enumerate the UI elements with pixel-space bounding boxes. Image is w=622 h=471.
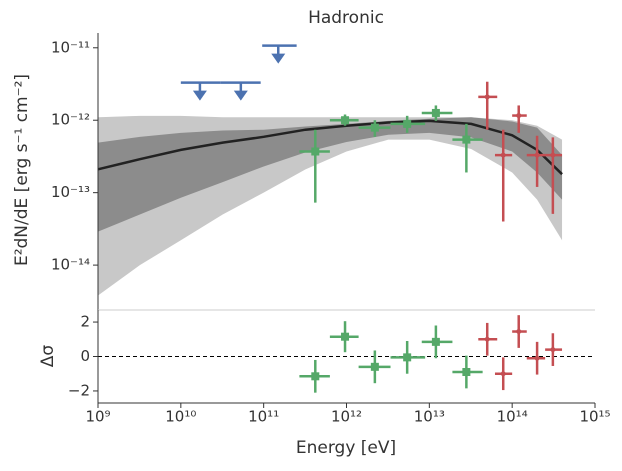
marker: [534, 355, 540, 361]
x-tick-label: 10⁹: [85, 408, 110, 426]
y-axis-label: Δσ: [38, 345, 58, 368]
marker: [431, 108, 440, 117]
marker: [550, 152, 556, 158]
y-tick-label: 10⁻¹¹: [51, 38, 90, 56]
x-tick-label: 10¹⁴: [497, 408, 528, 426]
marker: [341, 332, 350, 341]
y-tick-label: 0: [80, 347, 90, 365]
marker: [403, 119, 412, 128]
marker: [403, 353, 412, 362]
marker: [484, 336, 490, 342]
upper-limit-arrowhead: [192, 90, 207, 101]
x-tick-label: 10¹⁰: [165, 408, 196, 426]
marker: [311, 147, 320, 156]
marker: [500, 371, 506, 377]
marker: [534, 152, 540, 158]
marker: [484, 94, 490, 100]
y-axis-label: E²dN/dE [erg s⁻¹ cm⁻²]: [12, 74, 32, 266]
y-tick-label: 2: [80, 313, 90, 331]
marker: [462, 368, 471, 376]
marker: [311, 372, 320, 381]
x-tick-label: 10¹³: [414, 408, 445, 426]
marker: [431, 337, 440, 346]
x-tick-label: 10¹²: [331, 408, 362, 426]
x-tick-label: 10¹¹: [248, 408, 279, 426]
upper-limit-arrowhead: [233, 90, 248, 101]
marker: [462, 135, 471, 144]
y-tick-label: 10⁻¹³: [51, 183, 90, 201]
chart-title: Hadronic: [308, 8, 384, 28]
marker: [341, 116, 350, 125]
y-tick-label: 10⁻¹²: [51, 111, 90, 129]
marker: [516, 329, 522, 335]
marker: [500, 152, 506, 158]
marker: [550, 347, 556, 353]
upper-limit-arrowhead: [271, 53, 286, 64]
x-tick-label: 10¹⁵: [579, 408, 610, 426]
band: [98, 117, 563, 232]
x-axis-label: Energy [eV]: [296, 438, 396, 458]
marker: [370, 362, 379, 371]
marker: [370, 123, 379, 132]
y-tick-label: 10⁻¹⁴: [51, 256, 90, 274]
marker: [516, 113, 522, 119]
model-line: [97, 119, 563, 176]
y-tick-label: −2: [68, 381, 90, 399]
